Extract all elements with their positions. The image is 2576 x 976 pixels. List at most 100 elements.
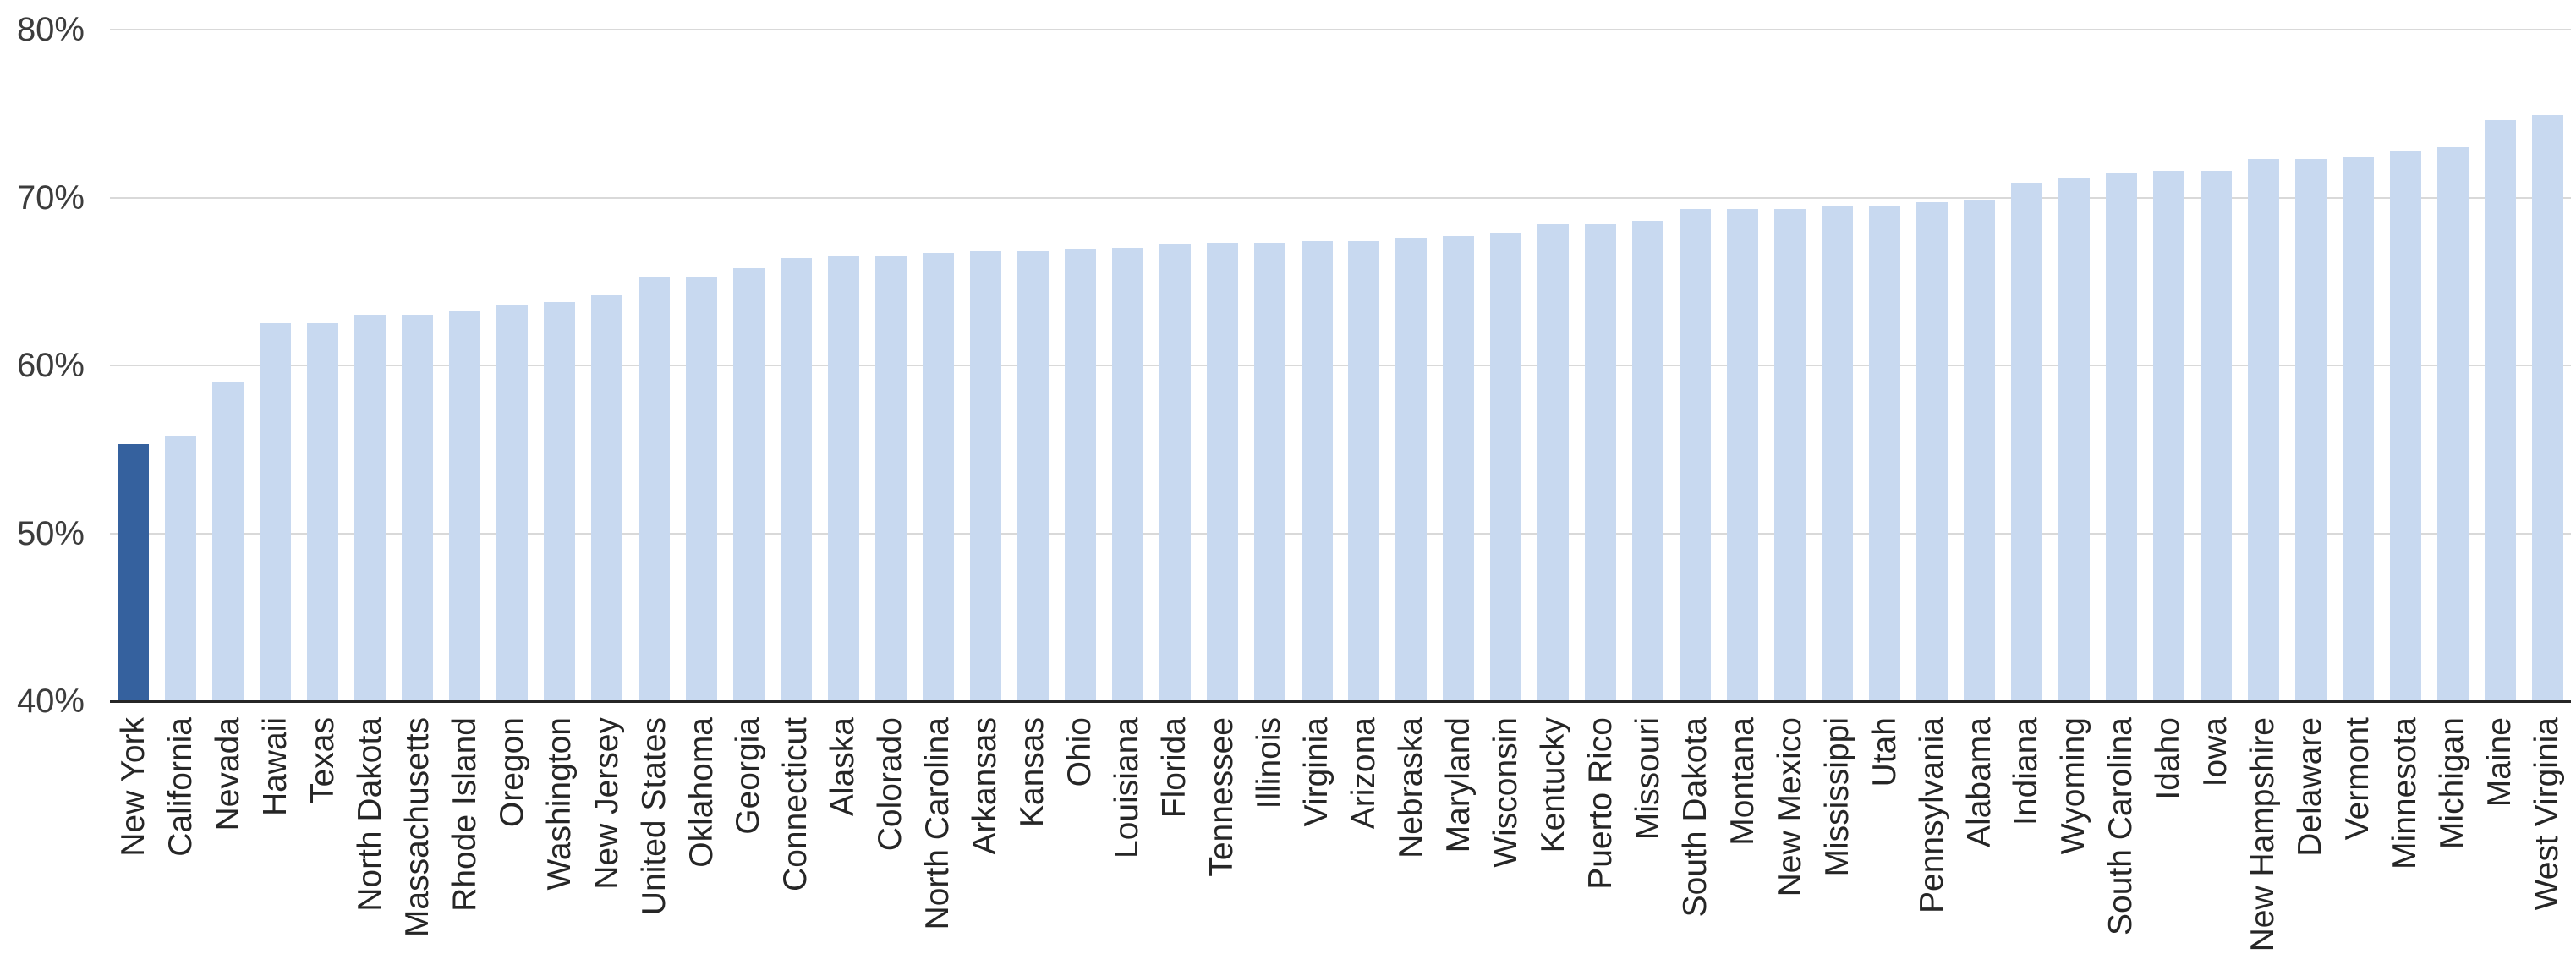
bar-south-dakota [1680, 209, 1711, 701]
x-axis-label-washington: Washington [541, 717, 578, 891]
y-axis-tick-label: 80% [16, 11, 85, 48]
x-axis-label-ohio: Ohio [1061, 717, 1098, 787]
bar-oklahoma [686, 277, 717, 701]
bar-wyoming [2058, 178, 2090, 701]
bar-alabama [1964, 200, 1995, 701]
x-axis-label-pennsylvania: Pennsylvania [1914, 717, 1950, 913]
bar-indiana [2011, 183, 2042, 701]
bar-florida [1159, 244, 1191, 701]
x-axis-label-new-mexico: New Mexico [1772, 717, 1808, 897]
bar-michigan [2437, 147, 2469, 701]
bar-iowa [2201, 171, 2232, 701]
bar-illinois [1254, 243, 1285, 701]
x-axis-label-puerto-rico: Puerto Rico [1582, 717, 1619, 890]
x-axis-label-new-hampshire: New Hampshire [2244, 717, 2281, 952]
x-axis-label-united-states: United States [636, 717, 672, 916]
bar-minnesota [2390, 151, 2421, 701]
bar-colorado [875, 256, 907, 701]
x-axis-label-alabama: Alabama [1961, 717, 1998, 847]
bar-kentucky [1537, 224, 1569, 701]
x-axis-label-california: California [162, 717, 199, 857]
bar-united-states [639, 277, 670, 701]
bar-kansas [1017, 251, 1049, 701]
x-axis-label-michigan: Michigan [2434, 717, 2470, 850]
bar-puerto-rico [1585, 224, 1616, 701]
gridline-80 [110, 29, 2571, 30]
x-axis-label-georgia: Georgia [730, 717, 766, 835]
bar-west-virginia [2532, 115, 2563, 701]
x-axis-label-north-dakota: North Dakota [352, 717, 388, 912]
x-axis-label-wisconsin: Wisconsin [1488, 717, 1524, 868]
bar-alaska [828, 256, 859, 701]
bar-new-jersey [591, 295, 622, 701]
gridline-50 [110, 533, 2571, 535]
gridline-60 [110, 365, 2571, 366]
x-axis-label-virginia: Virginia [1298, 717, 1335, 827]
bar-vermont [2343, 157, 2374, 701]
bar-new-hampshire [2248, 159, 2279, 701]
x-axis-label-hawaii: Hawaii [257, 717, 293, 817]
bar-texas [307, 323, 338, 701]
x-axis-label-missouri: Missouri [1630, 717, 1666, 841]
x-axis-label-maine: Maine [2481, 717, 2518, 808]
bar-montana [1727, 209, 1758, 701]
bar-oregon [496, 305, 528, 701]
x-axis-label-rhode-island: Rhode Island [447, 717, 483, 912]
x-axis-label-vermont: Vermont [2339, 717, 2376, 841]
x-axis-label-louisiana: Louisiana [1109, 717, 1145, 858]
bar-wisconsin [1490, 233, 1521, 701]
bar-south-carolina [2106, 173, 2137, 701]
bar-hawaii [260, 323, 291, 701]
x-axis-label-illinois: Illinois [1251, 717, 1287, 809]
bar-arizona [1348, 241, 1379, 701]
bar-louisiana [1112, 248, 1143, 701]
bar-washington [544, 302, 575, 701]
x-axis-label-maryland: Maryland [1440, 717, 1477, 853]
x-axis-label-kentucky: Kentucky [1535, 717, 1571, 853]
bar-new-york [118, 444, 149, 701]
x-axis-label-indiana: Indiana [2008, 717, 2044, 825]
bar-maine [2485, 120, 2516, 701]
bar-north-carolina [923, 253, 954, 701]
x-axis-label-iowa: Iowa [2197, 717, 2233, 787]
bar-nevada [212, 382, 244, 701]
bar-rhode-island [449, 311, 480, 701]
gridline-70 [110, 197, 2571, 199]
bar-delaware [2295, 159, 2327, 701]
x-axis-label-tennessee: Tennessee [1203, 717, 1240, 877]
bar-arkansas [970, 251, 1001, 701]
x-axis-label-minnesota: Minnesota [2387, 717, 2423, 869]
bar-mississippi [1822, 206, 1853, 701]
bar-idaho [2153, 171, 2184, 701]
y-axis-tick-label: 40% [16, 683, 85, 720]
y-axis-tick-label: 60% [16, 347, 85, 384]
x-axis-label-alaska: Alaska [825, 717, 861, 817]
x-axis-label-new-jersey: New Jersey [589, 717, 625, 890]
bar-ohio [1065, 249, 1096, 701]
x-axis-label-idaho: Idaho [2150, 717, 2186, 800]
x-axis-label-delaware: Delaware [2292, 717, 2328, 857]
x-axis-label-west-virginia: West Virginia [2529, 717, 2565, 911]
bar-georgia [733, 268, 765, 701]
bar-nebraska [1395, 238, 1427, 701]
x-axis-label-connecticut: Connecticut [777, 717, 814, 891]
bar-massachusetts [402, 315, 433, 701]
x-axis-label-colorado: Colorado [872, 717, 908, 852]
x-axis-label-utah: Utah [1866, 717, 1903, 787]
x-axis-label-arkansas: Arkansas [967, 717, 1003, 855]
x-axis-label-south-dakota: South Dakota [1677, 717, 1713, 918]
bar-california [165, 436, 196, 701]
x-axis-line [110, 700, 2571, 703]
bar-connecticut [781, 258, 812, 701]
x-axis-label-mississippi: Mississippi [1819, 717, 1855, 877]
x-axis-label-montana: Montana [1724, 717, 1761, 846]
x-axis-label-south-carolina: South Carolina [2102, 717, 2139, 935]
x-axis-label-texas: Texas [304, 717, 341, 803]
y-axis-tick-label: 50% [16, 515, 85, 552]
y-axis-tick-label: 70% [16, 179, 85, 217]
bar-utah [1869, 206, 1900, 701]
x-axis-label-nebraska: Nebraska [1393, 717, 1429, 858]
bar-virginia [1302, 241, 1333, 701]
bar-maryland [1443, 236, 1474, 701]
x-axis-label-kansas: Kansas [1014, 717, 1050, 828]
